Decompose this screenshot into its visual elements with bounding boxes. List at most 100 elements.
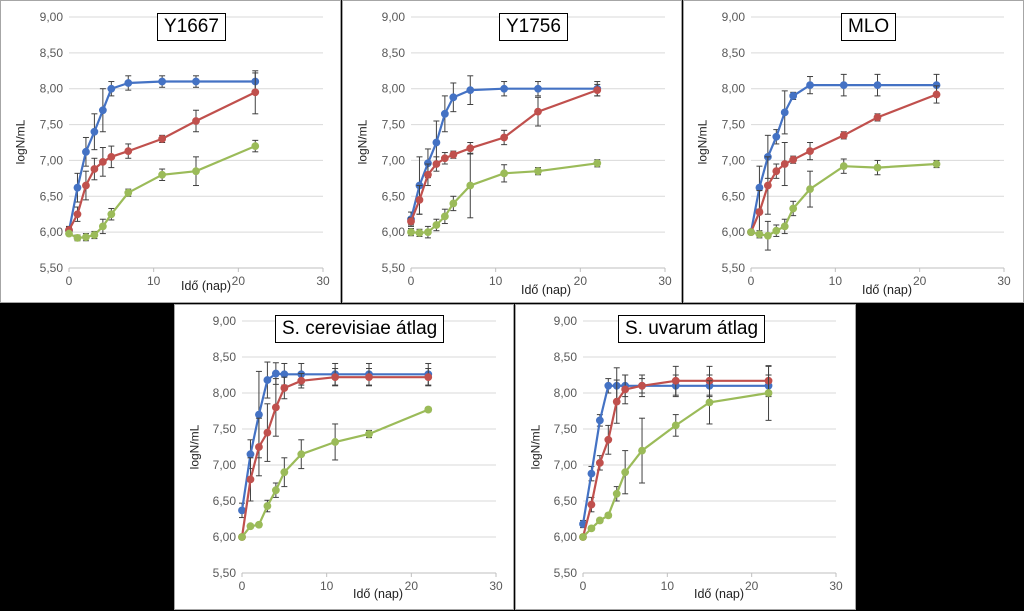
- chart-panel-s-cerevisiae: 5,50 6,00 6,50 7,00 7,50 8,00 8,50 9,00 0 10 20 30 …: [174, 304, 514, 610]
- data-point: [255, 443, 263, 451]
- series-blue: [65, 72, 260, 235]
- data-point: [251, 88, 260, 97]
- data-point: [107, 84, 116, 93]
- y-tick-label: 8,50: [554, 350, 578, 364]
- series-line-blue: [67, 80, 256, 231]
- data-point: [587, 500, 596, 509]
- data-point: [407, 217, 415, 226]
- data-point: [238, 533, 246, 541]
- x-tick-label: 30: [489, 579, 503, 593]
- data-point: [806, 147, 814, 156]
- data-point: [755, 230, 764, 239]
- chart-panel-s-uvarum: 5,50 6,00 6,50 7,00 7,50 8,00 8,50 9,00 0 10 20 30 …: [515, 304, 856, 610]
- data-point: [772, 167, 781, 176]
- data-point: [415, 195, 424, 204]
- y-tick-label: 6,50: [722, 189, 746, 203]
- y-tick-label: 8,00: [554, 386, 578, 400]
- data-point: [263, 502, 272, 510]
- data-point: [158, 135, 167, 143]
- data-point: [789, 204, 798, 213]
- y-tick-label: 7,00: [213, 458, 237, 472]
- x-tick-label: 0: [748, 274, 755, 288]
- data-point: [621, 468, 630, 477]
- x-tick-label: 20: [232, 274, 246, 288]
- y-tick-label: 6,00: [722, 225, 746, 239]
- data-point: [932, 160, 941, 168]
- data-point: [671, 376, 680, 385]
- x-tick-label: 0: [66, 274, 73, 288]
- chart-svg-y1756: 5,50 6,00 6,50 7,00 7,50 8,00 8,50 9,00 0 10 20 30: [382, 10, 672, 288]
- data-point: [432, 160, 441, 168]
- series-line-green: [750, 162, 937, 237]
- data-point: [107, 152, 116, 161]
- data-point: [246, 475, 255, 484]
- data-point: [365, 373, 373, 382]
- data-point: [534, 167, 542, 176]
- y-axis-label: logN/mL: [528, 424, 543, 470]
- data-point: [331, 373, 340, 382]
- data-point: [280, 468, 289, 477]
- data-point: [124, 147, 133, 156]
- data-point: [772, 132, 781, 141]
- data-point: [238, 506, 246, 515]
- data-point: [772, 226, 781, 235]
- x-tick-label: 10: [320, 579, 334, 593]
- y-tick-label: 9,00: [382, 10, 406, 24]
- y-tick-label: 9,00: [554, 314, 578, 328]
- y-tick-label: 7,00: [382, 153, 406, 167]
- x-tick-label: 20: [913, 274, 927, 288]
- data-point: [424, 170, 432, 179]
- data-point: [90, 165, 99, 173]
- y-tick-label: 8,50: [40, 46, 64, 60]
- x-tick-label: 10: [489, 274, 503, 288]
- chart-svg-s-cerevisiae: 5,50 6,00 6,50 7,00 7,50 8,00 8,50 9,00 0 10 20 30: [213, 314, 503, 593]
- series-line-blue: [749, 83, 937, 233]
- data-point: [98, 157, 107, 166]
- series-line-red: [581, 379, 769, 538]
- y-tick-label: 6,00: [554, 530, 578, 544]
- data-point: [932, 90, 941, 99]
- y-tick-label: 5,50: [554, 566, 578, 580]
- y-tick-label: 7,00: [722, 153, 746, 167]
- chart-panel-y1756: 5,50 6,00 6,50 7,00 7,50 8,00 8,50 9,00 0 10 20 30 …: [342, 0, 682, 303]
- x-axis-label: Idő (nap): [353, 587, 404, 601]
- data-point: [763, 181, 772, 190]
- data-point: [705, 398, 714, 407]
- data-point: [246, 450, 255, 459]
- data-point: [534, 107, 542, 116]
- series-line-green: [410, 162, 598, 235]
- data-point: [604, 435, 613, 444]
- y-tick-label: 6,00: [40, 225, 64, 239]
- series-red: [747, 85, 941, 237]
- data-point: [449, 93, 458, 102]
- data-point: [82, 233, 90, 242]
- y-tick-label: 5,50: [213, 566, 237, 580]
- data-point: [440, 154, 449, 163]
- series-red: [407, 83, 602, 226]
- data-point: [424, 228, 432, 237]
- data-point: [271, 403, 280, 412]
- data-point: [747, 228, 755, 237]
- chart-title: Y1667: [157, 13, 226, 41]
- data-point: [612, 489, 621, 498]
- data-point: [612, 397, 621, 406]
- x-tick-label: 0: [239, 579, 246, 593]
- data-point: [415, 228, 424, 237]
- data-point: [764, 389, 773, 397]
- data-point: [638, 446, 646, 455]
- x-tick-label: 30: [658, 274, 672, 288]
- series-green: [579, 365, 773, 541]
- y-axis-label: logN/mL: [13, 119, 28, 165]
- series-line-red: [409, 89, 598, 222]
- y-tick-label: 7,50: [382, 118, 406, 132]
- y-tick-label: 6,00: [213, 530, 237, 544]
- series-red: [65, 70, 260, 235]
- x-tick-label: 30: [316, 274, 330, 288]
- y-tick-label: 9,00: [722, 10, 746, 24]
- data-point: [158, 77, 167, 86]
- series-red: [579, 365, 773, 541]
- y-tick-label: 5,50: [382, 261, 406, 275]
- series-blue: [407, 75, 602, 227]
- y-tick-label: 8,50: [213, 350, 237, 364]
- data-point: [280, 384, 289, 392]
